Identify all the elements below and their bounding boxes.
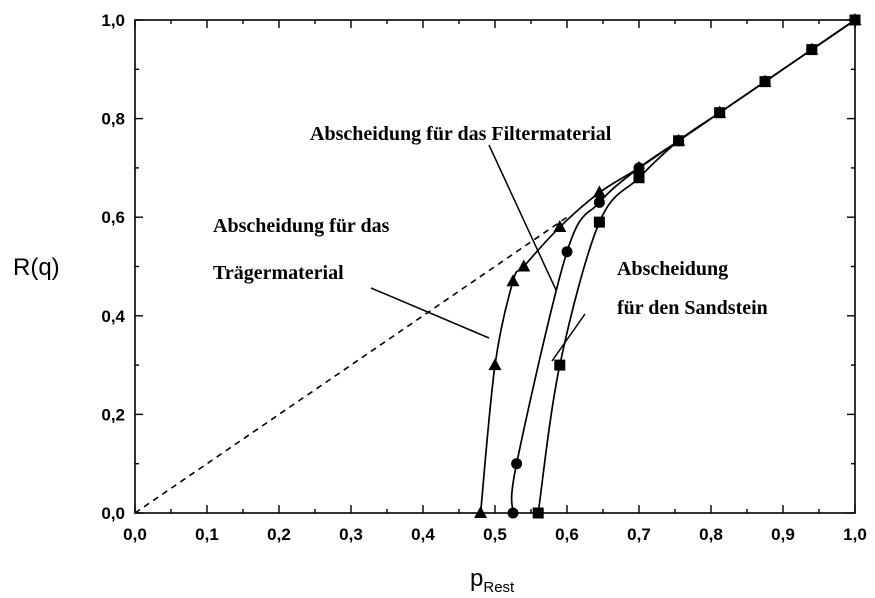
square-marker: [593, 216, 605, 228]
circle-marker: [507, 507, 519, 519]
x-tick-label: 1,0: [843, 525, 867, 544]
triangle-marker: [474, 506, 488, 518]
triangle-marker: [488, 358, 502, 371]
square-marker: [714, 107, 726, 119]
annotation-traeger-line2: Trägermaterial: [213, 262, 344, 284]
x-tick-label: 0,5: [483, 525, 507, 544]
x-tick-label: 0,9: [771, 525, 795, 544]
dashed-reference-line: [134, 216, 568, 514]
x-tick-label: 0,6: [555, 525, 579, 544]
y-tick-labels: 0,0 0,2 0,4 0,6 0,8 1,0: [101, 11, 125, 523]
x-axis-title-main: p: [470, 565, 483, 592]
x-tick-label: 0,4: [411, 525, 435, 544]
leader-line-traeger: [370, 287, 490, 339]
series-markers: [474, 13, 862, 519]
square-marker: [554, 359, 566, 371]
axis-ticks: [134, 19, 856, 514]
triangle-marker: [553, 220, 567, 233]
square-marker: [633, 172, 645, 184]
square-marker: [532, 507, 544, 519]
annotation-filter: Abscheidung für das Filtermaterial: [310, 123, 612, 145]
annotation-traeger-line1: Abscheidung für das: [213, 215, 390, 237]
square-marker: [849, 14, 861, 26]
x-tick-labels: 0,0 0,1 0,2 0,3 0,4 0,5 0,6 0,7 0,8 0,9 1,0: [123, 525, 867, 544]
square-marker: [673, 135, 685, 147]
x-tick-label: 0,7: [627, 525, 651, 544]
y-tick-label: 1,0: [101, 11, 125, 30]
circle-marker: [561, 246, 573, 258]
square-marker: [759, 76, 771, 88]
circle-marker: [593, 196, 605, 208]
triangle-marker: [506, 274, 520, 287]
leader-line-sandstein: [551, 313, 586, 362]
triangle-marker: [592, 185, 606, 198]
x-tick-label: 0,2: [267, 525, 291, 544]
x-tick-label: 0,3: [339, 525, 363, 544]
y-tick-label: 0,8: [101, 110, 125, 129]
triangle-marker: [517, 259, 531, 272]
reference-line: [134, 216, 568, 514]
annotation-sandstein-line1: Abscheidung: [617, 258, 728, 280]
circle-marker: [511, 458, 523, 470]
x-axis-title: pRest: [470, 565, 515, 596]
y-tick-label: 0,2: [101, 405, 125, 424]
y-axis-title: R(q): [13, 254, 60, 281]
x-tick-label: 0,8: [699, 525, 723, 544]
circle-marker: [633, 162, 645, 174]
y-tick-label: 0,0: [101, 504, 125, 523]
square-marker: [806, 44, 818, 56]
x-tick-label: 0,0: [123, 525, 147, 544]
leader-line-filter: [488, 144, 557, 291]
annotation-sandstein-line2: für den Sandstein: [617, 297, 768, 319]
y-tick-label: 0,4: [101, 307, 125, 326]
y-tick-label: 0,6: [101, 208, 125, 227]
x-axis-title-subscript: Rest: [483, 579, 515, 596]
x-tick-label: 0,1: [195, 525, 219, 544]
annotation-leader-lines: [370, 144, 586, 362]
